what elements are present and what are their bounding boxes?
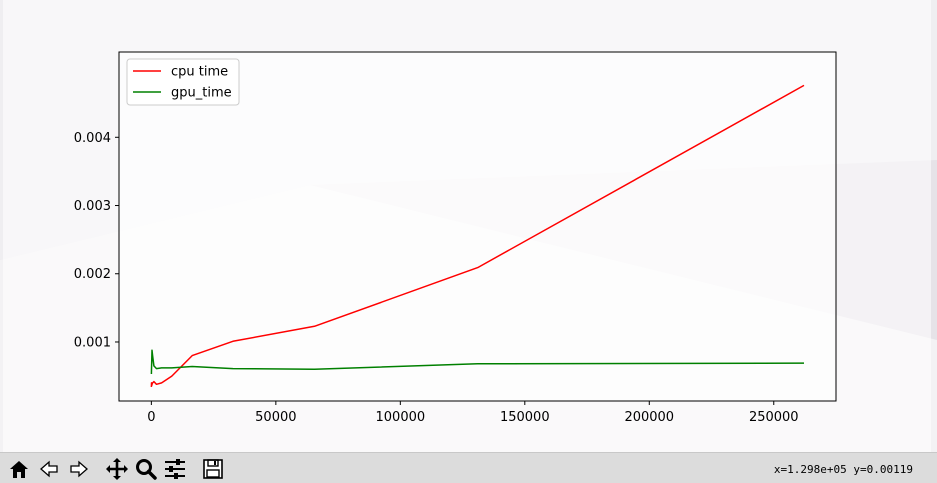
save-floppy-icon	[203, 459, 223, 479]
axes-frame	[118, 51, 837, 402]
navigation-toolbar: x=1.298e+05 y=0.00119	[0, 452, 937, 483]
zoom-magnifier-icon	[136, 459, 157, 480]
forward-arrow-icon	[70, 460, 88, 478]
y-tick-label: 0.004	[74, 131, 111, 146]
cursor-coordinates: x=1.298e+05 y=0.00119	[773, 463, 913, 476]
home-button[interactable]	[6, 456, 32, 482]
x-tick-label: 50000	[255, 410, 296, 425]
y-tick-label: 0.001	[74, 335, 111, 350]
back-button[interactable]	[36, 456, 62, 482]
legend[interactable]: cpu time gpu_time	[126, 58, 240, 106]
axis-ticks: 0 50000 100000 150000 200000 250000 0.001 0.002…	[74, 131, 799, 425]
configure-subplots-icon	[165, 459, 185, 479]
x-tick-label: 150000	[500, 410, 550, 425]
pan-move-icon	[106, 458, 128, 480]
configure-subplots-button[interactable]	[162, 456, 188, 482]
save-button[interactable]	[200, 456, 226, 482]
plot-window: 0 50000 100000 150000 200000 250000 0.001 0.002…	[3, 0, 931, 452]
forward-button[interactable]	[66, 456, 92, 482]
home-icon	[10, 461, 28, 478]
y-tick-label: 0.003	[74, 199, 111, 214]
y-tick-label: 0.002	[74, 267, 111, 282]
x-tick-label: 0	[147, 410, 155, 425]
axes-background	[119, 52, 836, 401]
back-arrow-icon	[40, 460, 58, 478]
series-line-cpu-time	[150, 84, 805, 388]
pan-button[interactable]	[104, 456, 130, 482]
x-tick-label: 100000	[376, 410, 426, 425]
zoom-button[interactable]	[133, 456, 159, 482]
line-chart: 0 50000 100000 150000 200000 250000 0.001 0.002…	[3, 0, 931, 452]
x-tick-label: 250000	[749, 410, 799, 425]
series-lines	[150, 84, 805, 388]
series-line-gpu-time	[150, 349, 805, 375]
x-tick-label: 200000	[624, 410, 674, 425]
legend-label: cpu time	[171, 65, 228, 80]
legend-label: gpu_time	[171, 86, 232, 101]
